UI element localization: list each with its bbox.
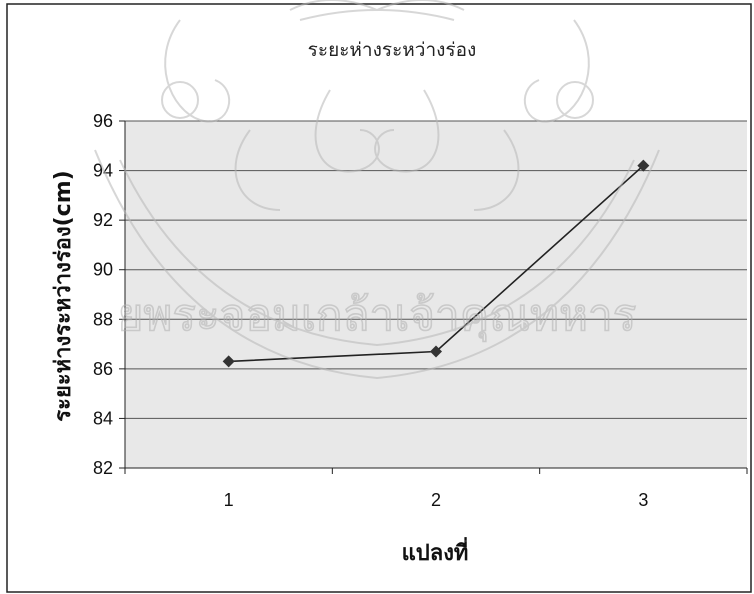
data-point bbox=[222, 355, 235, 368]
y-tick-label: 96 bbox=[93, 111, 113, 131]
chart-title: ระยะห่างระหว่างร่อง bbox=[308, 39, 477, 61]
y-tick-label: 88 bbox=[93, 309, 113, 329]
x-axis-title: แปลงที่ bbox=[402, 536, 469, 566]
y-tick-label: 84 bbox=[93, 408, 113, 428]
y-tick-label: 90 bbox=[93, 260, 113, 280]
y-tick-label: 82 bbox=[93, 458, 113, 478]
watermark-text: ยพระจอมเกล้าเจ้าคุณทหาร bbox=[118, 290, 637, 342]
chart-border bbox=[6, 3, 752, 593]
x-tick-label: 1 bbox=[224, 490, 234, 510]
y-tick-label: 92 bbox=[93, 210, 113, 230]
data-point bbox=[637, 159, 650, 172]
data-point bbox=[430, 345, 442, 358]
y-tick-label: 86 bbox=[93, 359, 113, 379]
x-tick-label: 3 bbox=[638, 490, 648, 510]
chart-text: ระยะห่างระหว่างร่อง แปลงที่ ระยะห่างระหว… bbox=[51, 39, 476, 566]
watermark-seal: ยพระจอมเกล้าเจ้าคุณทหาร bbox=[94, 0, 660, 380]
y-axis-title: ระยะห่างระหว่างร่อง(cm) bbox=[51, 170, 76, 421]
x-tick-label: 2 bbox=[431, 490, 441, 510]
